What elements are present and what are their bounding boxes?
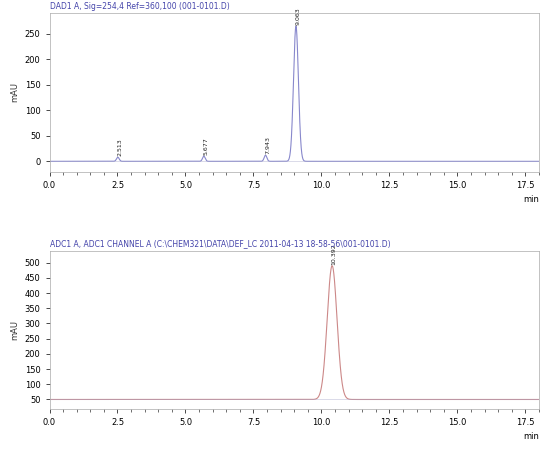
Y-axis label: mAU: mAU — [10, 320, 19, 339]
Text: 10.392: 10.392 — [332, 243, 337, 265]
X-axis label: min: min — [523, 432, 539, 441]
Text: 7.943: 7.943 — [265, 136, 270, 154]
Text: ADC1 A, ADC1 CHANNEL A (C:\CHEM321\DATA\DEF_LC 2011-04-13 18-58-56\001-0101.D): ADC1 A, ADC1 CHANNEL A (C:\CHEM321\DATA\… — [50, 239, 390, 248]
Text: 2.513: 2.513 — [118, 138, 123, 156]
Text: 5.677: 5.677 — [204, 137, 208, 155]
Text: 9.063: 9.063 — [296, 7, 301, 25]
Text: DAD1 A, Sig=254,4 Ref=360,100 (001-0101.D): DAD1 A, Sig=254,4 Ref=360,100 (001-0101.… — [50, 2, 229, 11]
Y-axis label: mAU: mAU — [10, 83, 19, 102]
X-axis label: min: min — [523, 195, 539, 204]
